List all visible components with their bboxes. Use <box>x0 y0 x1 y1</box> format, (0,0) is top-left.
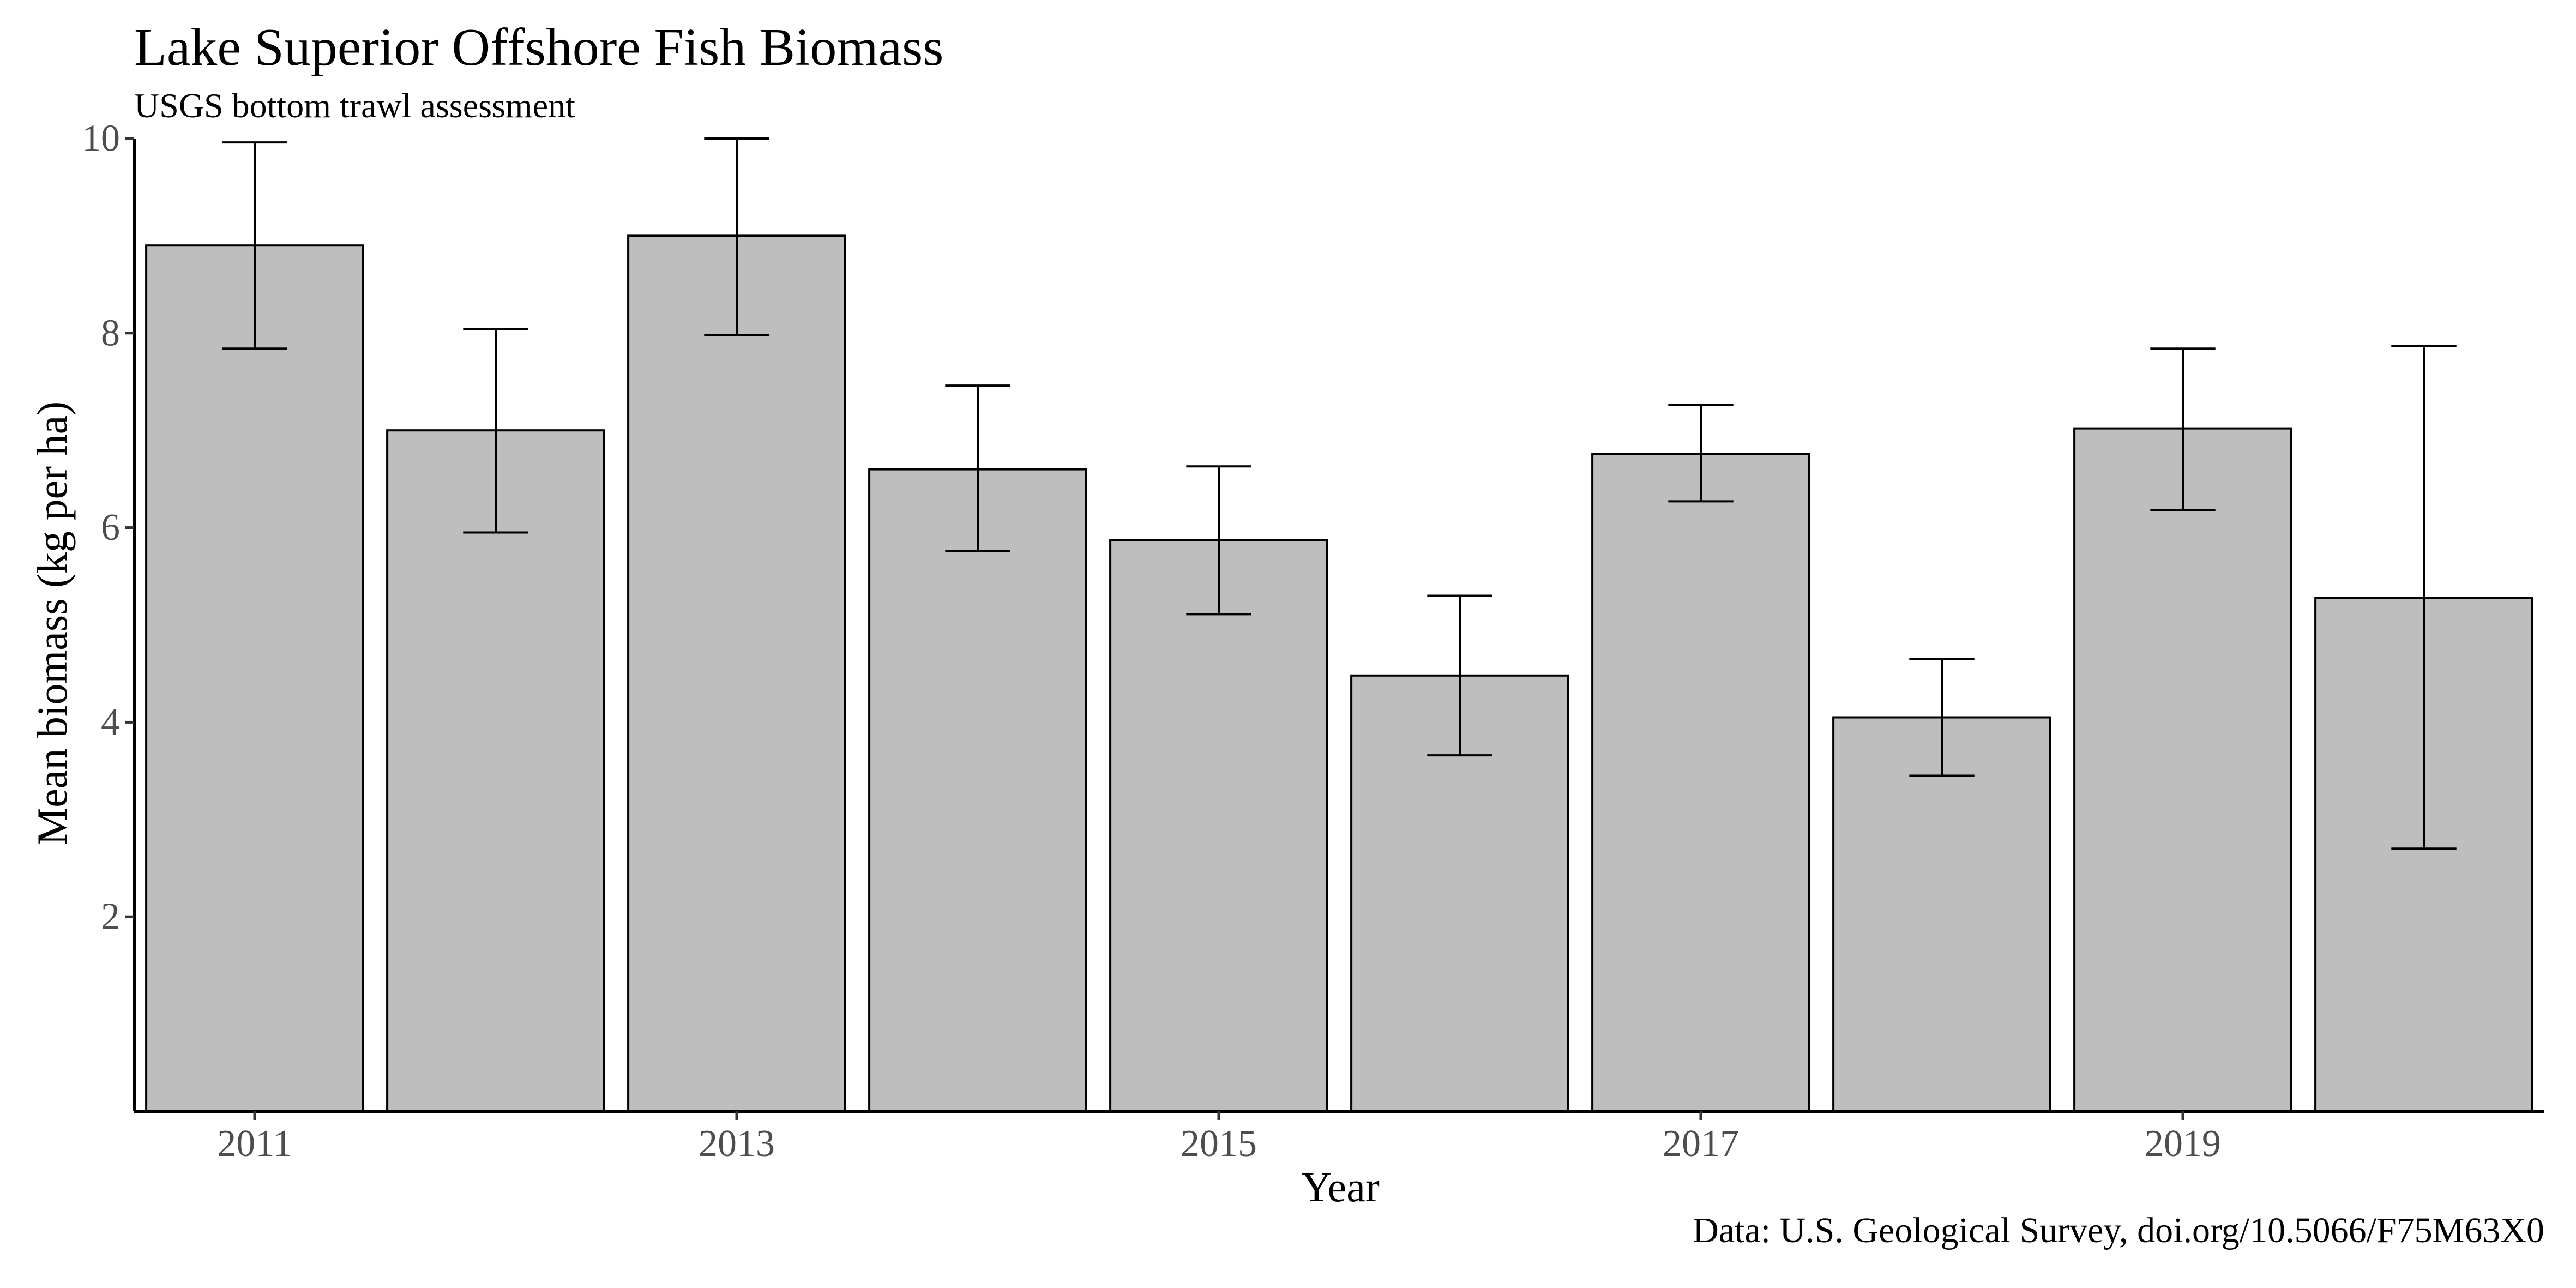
y-tick-label-4: 4 <box>101 701 120 743</box>
errorbar-2019 <box>2150 347 2216 511</box>
x-tick-label-2019: 2019 <box>2145 1123 2221 1165</box>
bar-2011 <box>145 244 364 1113</box>
errorbar-2016 <box>1427 594 1492 757</box>
chart-title: Lake Superior Offshore Fish Biomass <box>134 18 944 77</box>
y-tick-label-2: 2 <box>101 896 120 938</box>
y-tick-label-8: 8 <box>101 312 120 354</box>
errorbar-2017 <box>1668 404 1734 503</box>
x-tick-label-2017: 2017 <box>1663 1123 1739 1165</box>
x-tick-label-2013: 2013 <box>699 1123 775 1165</box>
chart-subtitle: USGS bottom trawl assessment <box>134 86 575 125</box>
bar-2013 <box>627 234 846 1112</box>
errorbar-2013 <box>704 137 769 336</box>
bar-2017 <box>1591 453 1810 1112</box>
bar-2015 <box>1109 539 1328 1112</box>
axes-layer: 2 4 6 8 10 2011 2013 2015 2017 2019 <box>82 118 2544 1165</box>
y-tick-label-6: 6 <box>101 507 120 549</box>
y-tick-label-10: 10 <box>82 118 120 160</box>
x-tick-label-2011: 2011 <box>217 1123 292 1165</box>
x-tick-label-2015: 2015 <box>1181 1123 1257 1165</box>
errorbar-2020 <box>2391 345 2457 850</box>
errorbar-2014 <box>945 384 1010 552</box>
errorbar-2015 <box>1186 465 1251 616</box>
errorbar-2011 <box>222 141 287 350</box>
bars-layer <box>145 234 2533 1113</box>
errorbar-2012 <box>463 328 528 534</box>
bar-2019 <box>2073 427 2292 1112</box>
bar-2014 <box>868 468 1087 1112</box>
bar-2012 <box>386 429 605 1113</box>
errorbars-layer <box>222 137 2457 850</box>
chart-caption: Data: U.S. Geological Survey, doi.org/10… <box>1693 1211 2544 1250</box>
x-axis-label: Year <box>1301 1163 1380 1211</box>
errorbar-2018 <box>1909 658 1975 777</box>
